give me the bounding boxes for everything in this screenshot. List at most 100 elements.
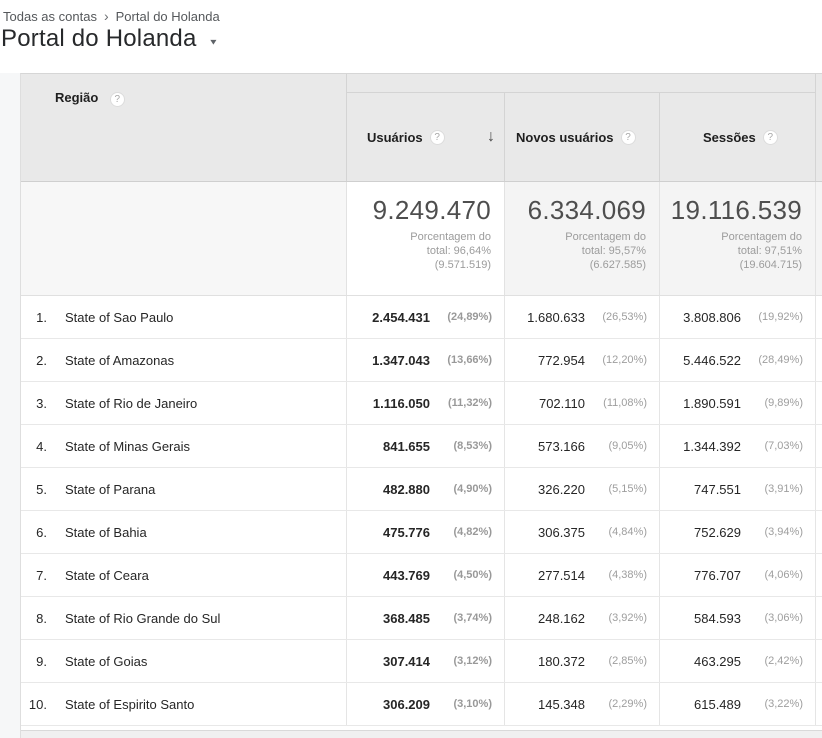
new-users-percent: (4,84%) <box>608 526 647 538</box>
row-sliver-cell <box>815 339 822 381</box>
table-body: 1. State of Sao Paulo 2.454.431 (24,89%)… <box>21 296 822 726</box>
help-icon[interactable]: ? <box>109 92 125 107</box>
table-row[interactable]: 8. State of Rio Grande do Sul 368.485 (3… <box>21 597 822 640</box>
row-rank: 4. <box>36 438 47 454</box>
sort-descending-icon[interactable]: ↓ <box>487 128 495 145</box>
sessions-percent: (9,89%) <box>764 397 803 409</box>
new-users-value: 145.348 <box>538 696 585 712</box>
totals-new-users-value: 6.334.069 <box>527 195 646 225</box>
breadcrumb-item-all-accounts[interactable]: Todas as contas <box>3 9 97 24</box>
row-region-name: State of Parana <box>65 481 156 497</box>
region-cell: 3. State of Rio de Janeiro <box>21 382 346 424</box>
help-icon[interactable]: ? <box>429 129 445 145</box>
totals-sessions-value: 19.116.539 <box>670 195 802 225</box>
new-users-percent: (12,20%) <box>602 354 647 366</box>
region-cell: 10. State of Espirito Santo <box>21 683 346 725</box>
new-users-cell: 772.954 (12,20%) <box>504 339 659 381</box>
table-row[interactable]: 3. State of Rio de Janeiro 1.116.050 (11… <box>21 382 822 425</box>
column-header-users[interactable]: Usuários ? ↓ <box>346 93 504 181</box>
users-cell: 307.414 (3,12%) <box>346 640 504 682</box>
users-header-label: Usuários <box>367 129 423 145</box>
users-percent: (3,74%) <box>453 612 492 624</box>
totals-users-value: 9.249.470 <box>372 195 491 225</box>
table-row[interactable]: 9. State of Goias 307.414 (3,12%) 180.37… <box>21 640 822 683</box>
region-cell: 6. State of Bahia <box>21 511 346 553</box>
sessions-cell: 752.629 (3,94%) <box>659 511 815 553</box>
row-rank: 9. <box>36 653 47 669</box>
new-users-header-label: Novos usuários <box>516 129 614 145</box>
row-sliver-cell <box>815 382 822 424</box>
new-users-percent: (5,15%) <box>608 483 647 495</box>
sessions-cell: 3.808.806 (19,92%) <box>659 296 815 338</box>
users-cell: 368.485 (3,74%) <box>346 597 504 639</box>
row-region-name: State of Goias <box>65 653 148 669</box>
sessions-header-label: Sessões <box>703 129 756 145</box>
new-users-cell: 306.375 (4,84%) <box>504 511 659 553</box>
new-users-percent: (4,38%) <box>608 569 647 581</box>
new-users-value: 702.110 <box>538 395 585 411</box>
table-row[interactable]: 6. State of Bahia 475.776 (4,82%) 306.37… <box>21 511 822 554</box>
totals-sessions-cell: 19.116.539 Porcentagem do total: 97,51% … <box>659 182 815 296</box>
header-divider <box>21 181 822 182</box>
table-row[interactable]: 2. State of Amazonas 1.347.043 (13,66%) … <box>21 339 822 382</box>
sessions-value: 584.593 <box>694 610 741 626</box>
chevron-right-icon: › <box>103 8 109 24</box>
row-region-name: State of Sao Paulo <box>65 309 174 325</box>
row-sliver-cell <box>815 468 822 510</box>
table-row[interactable]: 7. State of Ceara 443.769 (4,50%) 277.51… <box>21 554 822 597</box>
new-users-value: 573.166 <box>538 438 585 454</box>
users-cell: 443.769 (4,50%) <box>346 554 504 596</box>
users-cell: 1.347.043 (13,66%) <box>346 339 504 381</box>
next-column-sliver-header <box>815 74 822 181</box>
new-users-value: 248.162 <box>538 610 585 626</box>
table-row[interactable]: 4. State of Minas Gerais 841.655 (8,53%)… <box>21 425 822 468</box>
row-region-name: State of Bahia <box>65 524 147 540</box>
breadcrumb: Todas as contas › Portal do Holanda <box>3 8 220 24</box>
row-rank: 10. <box>28 696 47 712</box>
totals-sessions-subtext: Porcentagem do total: 97,51% (19.604.715… <box>721 231 802 271</box>
new-users-cell: 277.514 (4,38%) <box>504 554 659 596</box>
users-percent: (4,82%) <box>453 526 492 538</box>
sessions-percent: (19,92%) <box>758 311 803 323</box>
row-sliver-cell <box>815 511 822 553</box>
row-rank: 3. <box>36 395 47 411</box>
sessions-cell: 463.295 (2,42%) <box>659 640 815 682</box>
help-icon[interactable]: ? <box>762 129 778 145</box>
row-rank: 1. <box>36 309 47 325</box>
sessions-percent: (2,42%) <box>764 655 803 667</box>
sessions-value: 747.551 <box>694 481 741 497</box>
row-sliver-cell <box>815 554 822 596</box>
users-value: 443.769 <box>383 567 430 583</box>
sessions-percent: (7,03%) <box>764 440 803 452</box>
column-header-new-users[interactable]: Novos usuários ? <box>504 93 659 181</box>
new-users-cell: 702.110 (11,08%) <box>504 382 659 424</box>
sessions-value: 752.629 <box>694 524 741 540</box>
new-users-percent: (2,29%) <box>608 698 647 710</box>
region-cell: 8. State of Rio Grande do Sul <box>21 597 346 639</box>
new-users-cell: 1.680.633 (26,53%) <box>504 296 659 338</box>
totals-users-subtext: Porcentagem do total: 96,64% (9.571.519) <box>410 231 491 271</box>
new-users-percent: (2,85%) <box>608 655 647 667</box>
users-value: 307.414 <box>383 653 430 669</box>
new-users-value: 772.954 <box>538 352 585 368</box>
breadcrumb-item-property[interactable]: Portal do Holanda <box>115 9 220 24</box>
metric-group-header <box>346 74 815 93</box>
property-selector[interactable]: Portal do Holanda ▼ <box>1 25 219 53</box>
help-icon[interactable]: ? <box>620 129 636 145</box>
row-sliver-cell <box>815 296 822 338</box>
row-sliver-cell <box>815 425 822 467</box>
users-percent: (11,32%) <box>447 397 492 409</box>
table-row[interactable]: 10. State of Espirito Santo 306.209 (3,1… <box>21 683 822 726</box>
users-cell: 1.116.050 (11,32%) <box>346 382 504 424</box>
row-rank: 5. <box>36 481 47 497</box>
caret-down-icon[interactable]: ▼ <box>207 36 219 46</box>
new-users-percent: (11,08%) <box>603 397 647 409</box>
table-row[interactable]: 5. State of Parana 482.880 (4,90%) 326.2… <box>21 468 822 511</box>
users-value: 482.880 <box>383 481 430 497</box>
users-cell: 306.209 (3,10%) <box>346 683 504 725</box>
column-header-region[interactable]: Região ? <box>21 74 346 181</box>
column-header-sessions[interactable]: Sessões ? <box>659 93 815 181</box>
table-row[interactable]: 1. State of Sao Paulo 2.454.431 (24,89%)… <box>21 296 822 339</box>
row-region-name: State of Rio Grande do Sul <box>65 610 221 626</box>
totals-divider <box>21 295 822 296</box>
